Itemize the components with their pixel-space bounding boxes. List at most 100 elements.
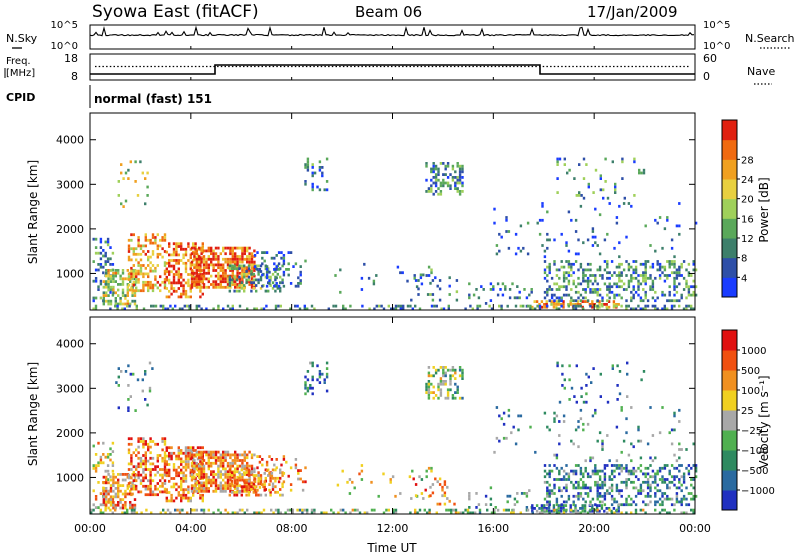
range-cell	[226, 277, 230, 281]
range-cell	[313, 508, 316, 512]
range-cell	[236, 285, 239, 289]
range-cell	[252, 272, 255, 276]
range-cell	[236, 260, 239, 264]
range-cell	[666, 299, 669, 303]
range-cell	[190, 489, 194, 493]
range-cell	[193, 475, 196, 479]
range-cell	[177, 275, 180, 279]
range-cell	[109, 288, 112, 291]
range-cell	[222, 266, 225, 270]
range-cell	[594, 274, 597, 277]
range-cell	[553, 483, 556, 487]
range-cell	[442, 181, 445, 185]
range-cell	[119, 299, 122, 303]
range-cell	[644, 260, 647, 263]
range-cell	[344, 307, 347, 311]
range-cell	[680, 483, 683, 487]
range-cell	[625, 235, 628, 239]
range-cell	[622, 268, 626, 272]
range-cell	[271, 482, 275, 486]
range-cell	[263, 251, 266, 254]
range-cell	[423, 508, 426, 512]
range-cell	[632, 288, 635, 291]
range-cell	[202, 283, 206, 286]
range-cell	[190, 464, 194, 468]
range-cell	[658, 274, 662, 277]
range-cell	[385, 508, 388, 512]
range-cell	[231, 255, 234, 258]
range-cell	[584, 279, 587, 283]
range-cell	[553, 453, 556, 457]
range-cell	[129, 501, 132, 504]
range-cell	[311, 375, 314, 379]
range-cell	[430, 167, 433, 171]
range-cell	[192, 242, 195, 246]
range-cell	[595, 507, 599, 510]
range-cell	[570, 262, 573, 266]
range-cell	[445, 508, 448, 512]
range-cell	[94, 506, 98, 509]
range-cell	[678, 202, 681, 205]
range-cell	[299, 469, 302, 472]
range-cell	[200, 450, 203, 454]
range-cell	[325, 511, 328, 515]
range-cell	[236, 271, 239, 275]
range-cell	[114, 492, 117, 496]
range-cell	[142, 264, 145, 267]
range-cell	[177, 278, 180, 282]
range-cell	[180, 284, 183, 288]
range-cell	[127, 409, 130, 412]
range-cell	[623, 196, 626, 200]
range-cell	[207, 257, 210, 261]
range-cell	[495, 406, 499, 409]
range-cell	[464, 307, 467, 311]
range-cell	[630, 274, 633, 277]
range-cell	[608, 288, 611, 291]
range-cell	[132, 283, 135, 287]
range-cell	[325, 372, 329, 376]
range-cell	[112, 280, 115, 283]
nsky-tick-bottom: 10^0	[51, 41, 78, 52]
range-cell	[255, 493, 258, 497]
range-cell	[536, 221, 539, 225]
range-cell	[180, 292, 183, 296]
range-cell	[243, 450, 246, 454]
range-cell	[119, 283, 122, 286]
range-cell	[618, 204, 621, 208]
velocity-cells	[90, 361, 698, 515]
range-cell	[368, 307, 371, 311]
range-cell	[137, 261, 140, 265]
range-cell	[448, 276, 451, 280]
range-cell	[238, 476, 241, 480]
range-cell	[217, 246, 220, 250]
range-cell	[634, 265, 638, 269]
range-cell	[131, 288, 134, 292]
range-cell	[121, 511, 124, 515]
range-cell	[546, 238, 549, 242]
range-cell	[562, 265, 566, 269]
range-cell	[438, 287, 442, 291]
range-cell	[131, 291, 134, 295]
range-cell	[247, 479, 251, 483]
range-cell	[625, 288, 628, 291]
range-cell	[229, 475, 232, 479]
range-cell	[594, 464, 597, 467]
velocity-y-axis-label: Slant Range [km]	[26, 362, 40, 466]
range-cell	[555, 296, 559, 300]
range-cell	[430, 187, 433, 190]
range-cell	[581, 507, 584, 510]
range-cell	[668, 293, 671, 297]
range-cell	[620, 304, 623, 308]
range-cell	[574, 507, 577, 510]
range-cell	[444, 366, 447, 369]
range-cell	[543, 255, 547, 259]
range-cell	[256, 455, 259, 458]
range-cell	[149, 437, 152, 441]
range-cell	[210, 478, 213, 482]
range-cell	[165, 261, 168, 265]
range-cell	[690, 508, 693, 512]
range-cell	[184, 281, 188, 285]
range-cell	[471, 307, 474, 311]
range-cell	[187, 281, 190, 285]
range-cell	[685, 279, 688, 283]
